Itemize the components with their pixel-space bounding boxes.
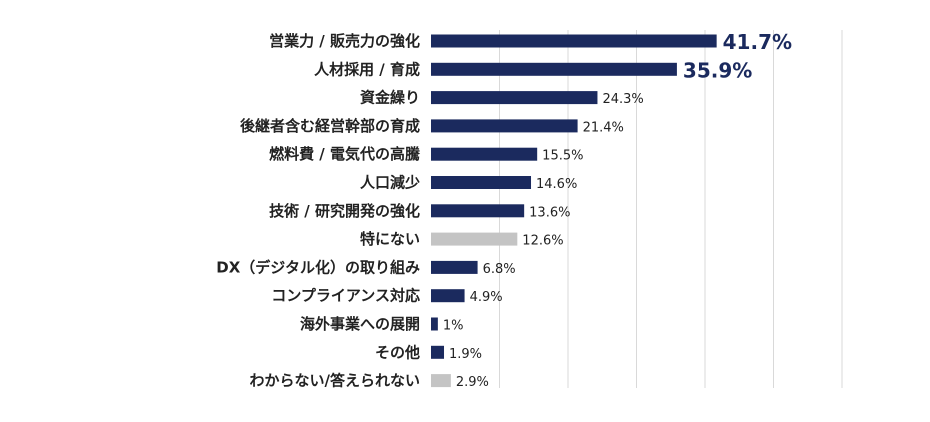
value-label: 1% [443, 319, 464, 334]
bar [431, 34, 717, 48]
value-label: 35.9% [683, 58, 752, 82]
category-label: 人材採用 / 育成 [314, 60, 420, 78]
category-label: DX（デジタル化）の取り組み [216, 258, 420, 276]
bar [431, 62, 677, 76]
bar [431, 317, 438, 331]
bar [431, 289, 465, 303]
value-label: 2.9% [456, 375, 489, 390]
bar [431, 345, 445, 359]
bar [431, 91, 598, 105]
category-label: 海外事業への展開 [300, 315, 420, 333]
category-label: 特にない [360, 230, 420, 248]
category-label: 人口減少 [360, 174, 420, 192]
category-label: 技術 / 研究開発の強化 [269, 202, 420, 220]
bar [431, 119, 578, 133]
category-label: 燃料費 / 電気代の高騰 [269, 145, 421, 163]
value-labels: 41.7% 35.9% 24.3% 21.4%15.5% 14.6% 13.6% 12.6%… [443, 30, 792, 390]
bar [431, 147, 538, 161]
bar [431, 204, 525, 218]
value-label: 14.6% [536, 177, 577, 192]
value-label: 1.9% [449, 347, 482, 362]
bar [431, 374, 451, 388]
grid-lines [499, 30, 843, 388]
value-label: 12.6% [522, 234, 563, 249]
bar [431, 232, 518, 246]
category-label: 後継者含む経営幹部の育成 [239, 117, 420, 135]
bar [431, 176, 532, 189]
value-label: 4.9% [470, 290, 503, 305]
value-label: 21.4% [583, 120, 624, 135]
category-label: コンプライアンス対応 [271, 287, 420, 305]
category-label: わからない/答えられない [250, 372, 420, 390]
category-label: その他 [375, 343, 420, 361]
value-label: 24.3% [602, 92, 643, 107]
value-label: 15.5% [542, 149, 583, 164]
bar [431, 260, 478, 274]
category-label: 資金繰り [360, 89, 420, 107]
category-label: 営業力 / 販売力の強化 [269, 32, 420, 50]
value-label: 13.6% [529, 205, 570, 220]
value-label: 41.7% [723, 30, 792, 54]
bars [431, 34, 717, 388]
value-label: 6.8% [483, 262, 516, 277]
